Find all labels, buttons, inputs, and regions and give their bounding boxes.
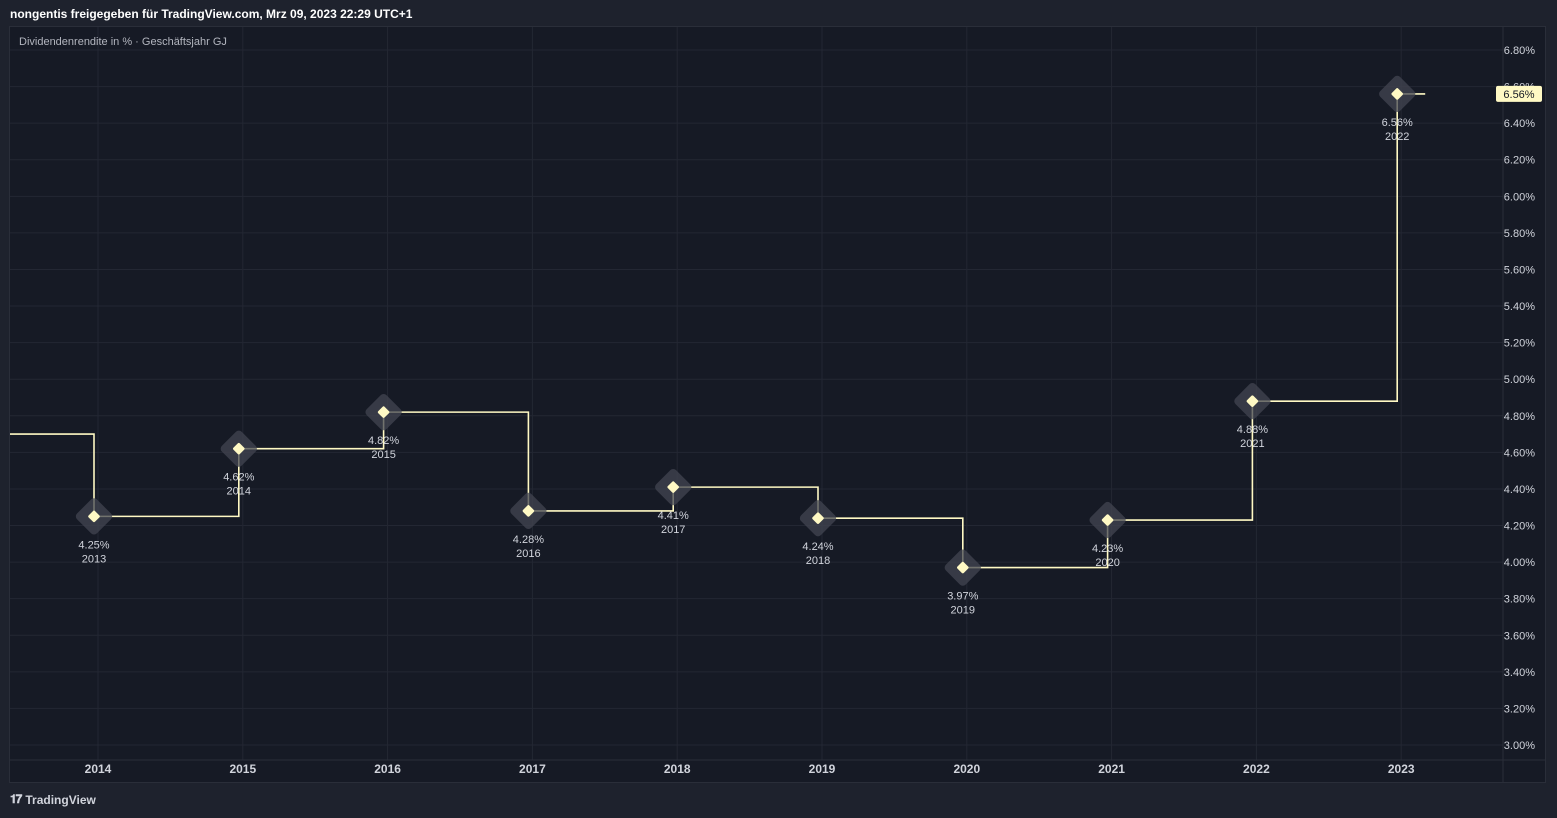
y-tick-label: 5.80% <box>1504 228 1535 240</box>
y-tick-label: 5.40% <box>1504 301 1535 313</box>
x-tick-label: 2018 <box>664 762 691 776</box>
data-year-label: 2016 <box>516 548 540 560</box>
y-tick-label: 4.80% <box>1504 411 1535 423</box>
data-point-marker <box>1391 88 1403 100</box>
x-tick-label: 2023 <box>1388 762 1415 776</box>
brand-name: TradingView <box>25 792 96 807</box>
data-value-label: 4.23% <box>1092 543 1123 555</box>
y-tick-label: 4.20% <box>1504 521 1535 533</box>
data-value-label: 6.56% <box>1382 117 1413 129</box>
tradingview-branding[interactable]: 𝟏𝟕 TradingView <box>10 792 96 807</box>
data-value-label: 4.88% <box>1237 424 1268 436</box>
tradingview-logo-icon: 𝟏𝟕 <box>10 792 22 806</box>
chart-background <box>10 27 1545 782</box>
x-tick-label: 2021 <box>1098 762 1125 776</box>
y-tick-label: 4.40% <box>1504 484 1535 496</box>
data-point-marker <box>1101 514 1114 526</box>
y-tick-label: 3.80% <box>1504 594 1535 606</box>
data-value-label: 4.24% <box>802 541 833 553</box>
y-tick-label: 6.00% <box>1504 191 1535 203</box>
data-year-label: 2022 <box>1385 131 1409 143</box>
dividend-yield-chart[interactable]: 6.80%6.60%6.40%6.20%6.00%5.80%5.60%5.40%… <box>10 27 1545 782</box>
data-year-label: 2021 <box>1240 438 1264 450</box>
x-tick-label: 2019 <box>809 762 836 776</box>
y-tick-label: 3.20% <box>1504 703 1535 715</box>
x-tick-label: 2020 <box>953 762 980 776</box>
data-value-label: 4.25% <box>78 539 109 551</box>
chart-title: Dividendenrendite in % · Geschäftsjahr G… <box>19 36 227 48</box>
data-value-label: 4.28% <box>513 534 544 546</box>
y-tick-label: 5.00% <box>1504 374 1535 386</box>
data-point-marker <box>1246 395 1259 407</box>
x-tick-label: 2017 <box>519 762 546 776</box>
data-year-label: 2015 <box>371 449 395 461</box>
last-value-tag <box>1496 85 1542 102</box>
y-tick-label: 4.60% <box>1504 447 1535 459</box>
y-tick-label: 6.20% <box>1504 155 1535 167</box>
data-point-marker <box>957 561 969 574</box>
y-tick-label: 3.00% <box>1504 740 1535 752</box>
y-tick-label: 5.20% <box>1504 338 1535 350</box>
data-value-label: 4.82% <box>368 435 399 447</box>
x-tick-label: 2014 <box>85 762 112 776</box>
y-tick-label: 4.00% <box>1504 557 1535 569</box>
y-tick-label: 6.80% <box>1504 45 1535 57</box>
x-tick-label: 2016 <box>374 762 401 776</box>
chart-area[interactable]: 6.80%6.60%6.40%6.20%6.00%5.80%5.60%5.40%… <box>9 26 1546 783</box>
y-tick-label: 3.60% <box>1504 630 1535 642</box>
data-value-label: 3.97% <box>947 591 978 603</box>
data-value-label: 4.62% <box>223 472 254 484</box>
data-point-marker <box>377 406 390 418</box>
data-point-marker <box>88 510 100 523</box>
data-year-label: 2019 <box>951 605 975 617</box>
data-year-label: 2017 <box>661 524 685 536</box>
data-point-marker <box>233 442 245 455</box>
x-tick-label: 2015 <box>229 762 256 776</box>
data-year-label: 2018 <box>806 555 830 567</box>
y-tick-label: 6.40% <box>1504 118 1535 130</box>
y-tick-label: 5.60% <box>1504 264 1535 276</box>
data-point-marker <box>812 512 824 524</box>
data-value-label: 4.41% <box>658 510 689 522</box>
dividend-yield-line <box>10 93 1426 569</box>
data-year-label: 2013 <box>82 553 106 565</box>
data-point-marker <box>667 481 679 493</box>
data-year-label: 2020 <box>1095 557 1119 569</box>
y-tick-label: 3.40% <box>1504 667 1535 679</box>
last-value-label: 6.56% <box>1503 89 1534 101</box>
share-header: nongentis freigegeben für TradingView.co… <box>10 7 413 21</box>
data-year-label: 2014 <box>227 486 251 498</box>
x-tick-label: 2022 <box>1243 762 1270 776</box>
data-point-marker <box>522 505 535 517</box>
